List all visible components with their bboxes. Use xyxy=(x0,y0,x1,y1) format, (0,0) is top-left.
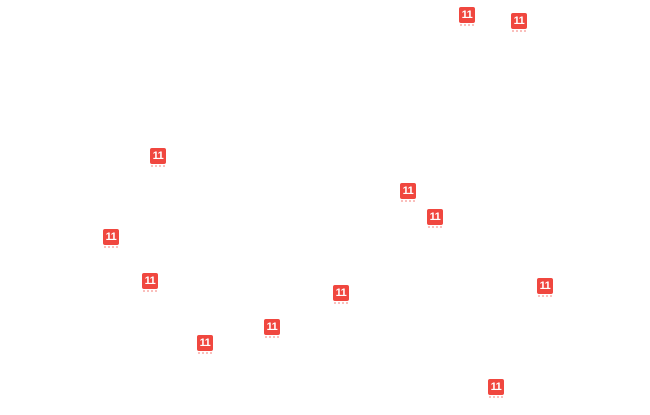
marker-badge-label: 11 xyxy=(144,274,156,287)
marker-badge[interactable]: 11 xyxy=(142,273,158,292)
marker-badge[interactable]: 11 xyxy=(333,285,349,304)
marker-badge[interactable]: 11 xyxy=(400,183,416,202)
marker-badge-label: 11 xyxy=(266,320,278,333)
marker-badge[interactable]: 11 xyxy=(459,7,475,26)
marker-badge[interactable]: 11 xyxy=(264,319,280,338)
marker-badge[interactable]: 11 xyxy=(103,229,119,248)
marker-badge[interactable]: 11 xyxy=(511,13,527,32)
marker-badge-label: 11 xyxy=(199,336,211,349)
marker-badge[interactable]: 11 xyxy=(197,335,213,354)
marker-badge[interactable]: 11 xyxy=(427,209,443,228)
marker-badge-label: 11 xyxy=(490,380,502,393)
marker-badge-label: 11 xyxy=(105,230,117,243)
marker-badge-label: 11 xyxy=(539,279,551,292)
marker-badge-label: 11 xyxy=(513,14,525,27)
marker-badge-label: 11 xyxy=(461,8,473,21)
marker-badge[interactable]: 11 xyxy=(537,278,553,297)
marker-badge[interactable]: 11 xyxy=(488,379,504,398)
marker-badge-label: 11 xyxy=(152,149,164,162)
marker-badge-label: 11 xyxy=(429,210,441,223)
marker-badge-label: 11 xyxy=(335,286,347,299)
marker-badge[interactable]: 11 xyxy=(150,148,166,167)
marker-badge-label: 11 xyxy=(402,184,414,197)
